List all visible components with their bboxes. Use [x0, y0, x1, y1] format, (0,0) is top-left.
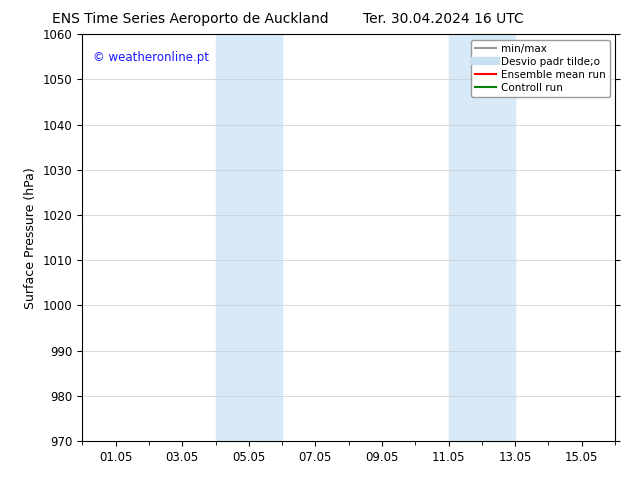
- Text: Ter. 30.04.2024 16 UTC: Ter. 30.04.2024 16 UTC: [363, 12, 524, 26]
- Legend: min/max, Desvio padr tilde;o, Ensemble mean run, Controll run: min/max, Desvio padr tilde;o, Ensemble m…: [470, 40, 610, 97]
- Bar: [449, 34, 515, 441]
- Y-axis label: Surface Pressure (hPa): Surface Pressure (hPa): [24, 167, 37, 309]
- Bar: [216, 34, 282, 441]
- Text: ENS Time Series Aeroporto de Auckland: ENS Time Series Aeroporto de Auckland: [52, 12, 328, 26]
- Text: © weatheronline.pt: © weatheronline.pt: [93, 50, 209, 64]
